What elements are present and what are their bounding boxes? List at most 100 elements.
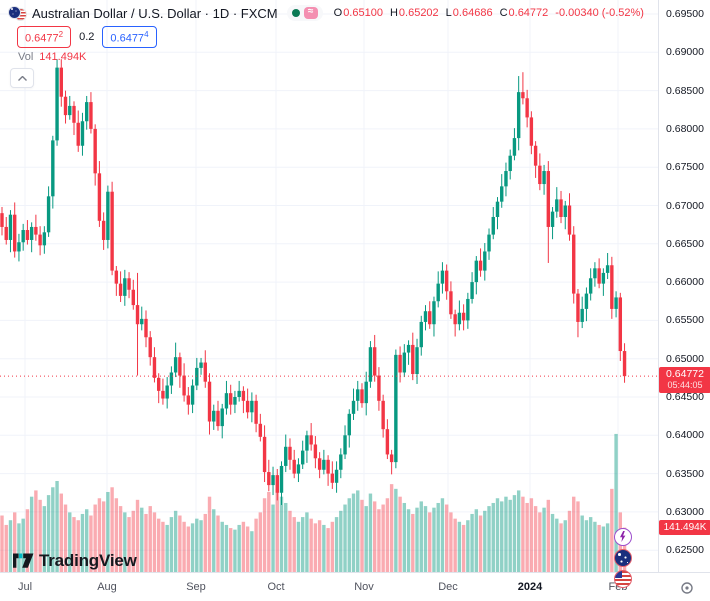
price-tick-label: 0.67000 [666, 199, 704, 212]
time-axis[interactable]: JulAugSepOctNovDec2024Feb [0, 572, 710, 601]
volume-bar [406, 509, 411, 572]
candle [152, 357, 157, 378]
candle [220, 408, 224, 427]
sell-bid-button[interactable]: 0.64772 [17, 26, 72, 48]
volume-bar [267, 491, 271, 572]
candle [457, 312, 462, 325]
symbol-status-pill[interactable]: ≈ [286, 5, 323, 21]
price-tick-label: 0.69500 [666, 8, 704, 20]
candle [347, 413, 351, 436]
volume-bar [563, 520, 567, 572]
candle [63, 96, 68, 116]
volume-bar [432, 507, 436, 572]
volume-bar [127, 517, 131, 572]
candle [580, 308, 584, 322]
high-value: 0.65202 [398, 7, 439, 19]
volume-bar [504, 496, 508, 572]
candle [279, 465, 284, 493]
high-label: H [389, 7, 398, 19]
volume-bar [364, 506, 368, 572]
candle [97, 173, 102, 221]
volume-bar [279, 496, 284, 572]
symbol-title[interactable]: Australian Dollar / U.S. Dollar · 1D · F… [32, 5, 278, 21]
volume-bar [402, 502, 407, 572]
candle [305, 435, 309, 451]
candle [161, 390, 165, 399]
candle [444, 270, 449, 292]
candle [233, 397, 237, 405]
volume-label[interactable]: Vol [18, 51, 34, 63]
volume-bar [4, 524, 8, 572]
australia-flag-icon[interactable] [614, 549, 632, 567]
volume-bar [555, 518, 559, 572]
candle [212, 410, 216, 422]
collapse-legend-button[interactable] [10, 68, 34, 88]
volume-bar [72, 517, 76, 572]
volume-bar [296, 521, 301, 572]
candle [504, 171, 508, 187]
candle [334, 469, 339, 483]
candle [567, 205, 572, 235]
boost-lightning-icon[interactable] [614, 528, 632, 546]
candle [68, 105, 72, 116]
candle [538, 165, 542, 185]
candle [406, 344, 411, 353]
candle [101, 220, 106, 240]
candle [389, 454, 394, 463]
volume-bar [309, 518, 313, 572]
volume-bar [182, 521, 186, 572]
volume-bar [614, 433, 618, 572]
candle [449, 291, 453, 315]
candle [228, 393, 233, 405]
candle [292, 459, 296, 474]
candle [546, 171, 551, 227]
candle [466, 298, 470, 321]
candle [385, 429, 390, 455]
volume-bar [237, 524, 241, 572]
price-tick-label: 0.67500 [666, 161, 704, 174]
volume-bar [419, 501, 423, 572]
volume-bar [284, 502, 288, 572]
price-axis[interactable]: 0.69500 0.69000 0.68500 0.68000 0.67500 0.670… [658, 0, 710, 572]
candle [601, 272, 606, 284]
candle [343, 435, 347, 455]
candle [245, 400, 250, 413]
candle [25, 230, 30, 240]
candle [13, 214, 17, 252]
candle [135, 305, 140, 325]
candle [364, 381, 368, 404]
candle [491, 216, 495, 235]
volume-bar [521, 496, 525, 572]
candle [436, 283, 440, 302]
volume-bar [508, 499, 512, 572]
volume-bar [275, 488, 279, 572]
us-flag-icon[interactable] [614, 570, 632, 588]
candlestick-chart[interactable] [0, 0, 658, 572]
volume-bar [300, 517, 305, 572]
price-tick-label: 0.62500 [666, 544, 704, 557]
axis-settings-gear-icon[interactable] [679, 580, 695, 596]
open-label: O [333, 7, 343, 19]
volume-bar [228, 528, 233, 572]
candle [216, 410, 220, 427]
volume-bar [212, 509, 216, 572]
buy-ask-button[interactable]: 0.64774 [102, 26, 157, 48]
volume-bar [169, 517, 174, 572]
volume-bar [559, 523, 563, 572]
candle [423, 311, 428, 322]
volume-bar [250, 531, 254, 572]
volume-bar [483, 510, 487, 572]
volume-bar [140, 507, 144, 572]
volume-bar [114, 498, 119, 572]
volume-bar [372, 501, 377, 572]
volume-bar [334, 517, 339, 572]
candle [46, 196, 51, 233]
candle [593, 268, 597, 279]
candle [296, 464, 301, 474]
price-tick-label: 0.66000 [666, 276, 704, 289]
candle [186, 395, 191, 405]
candle [377, 375, 381, 401]
volume-bar [51, 487, 55, 572]
candle [241, 390, 246, 401]
volume-bar [377, 509, 381, 572]
